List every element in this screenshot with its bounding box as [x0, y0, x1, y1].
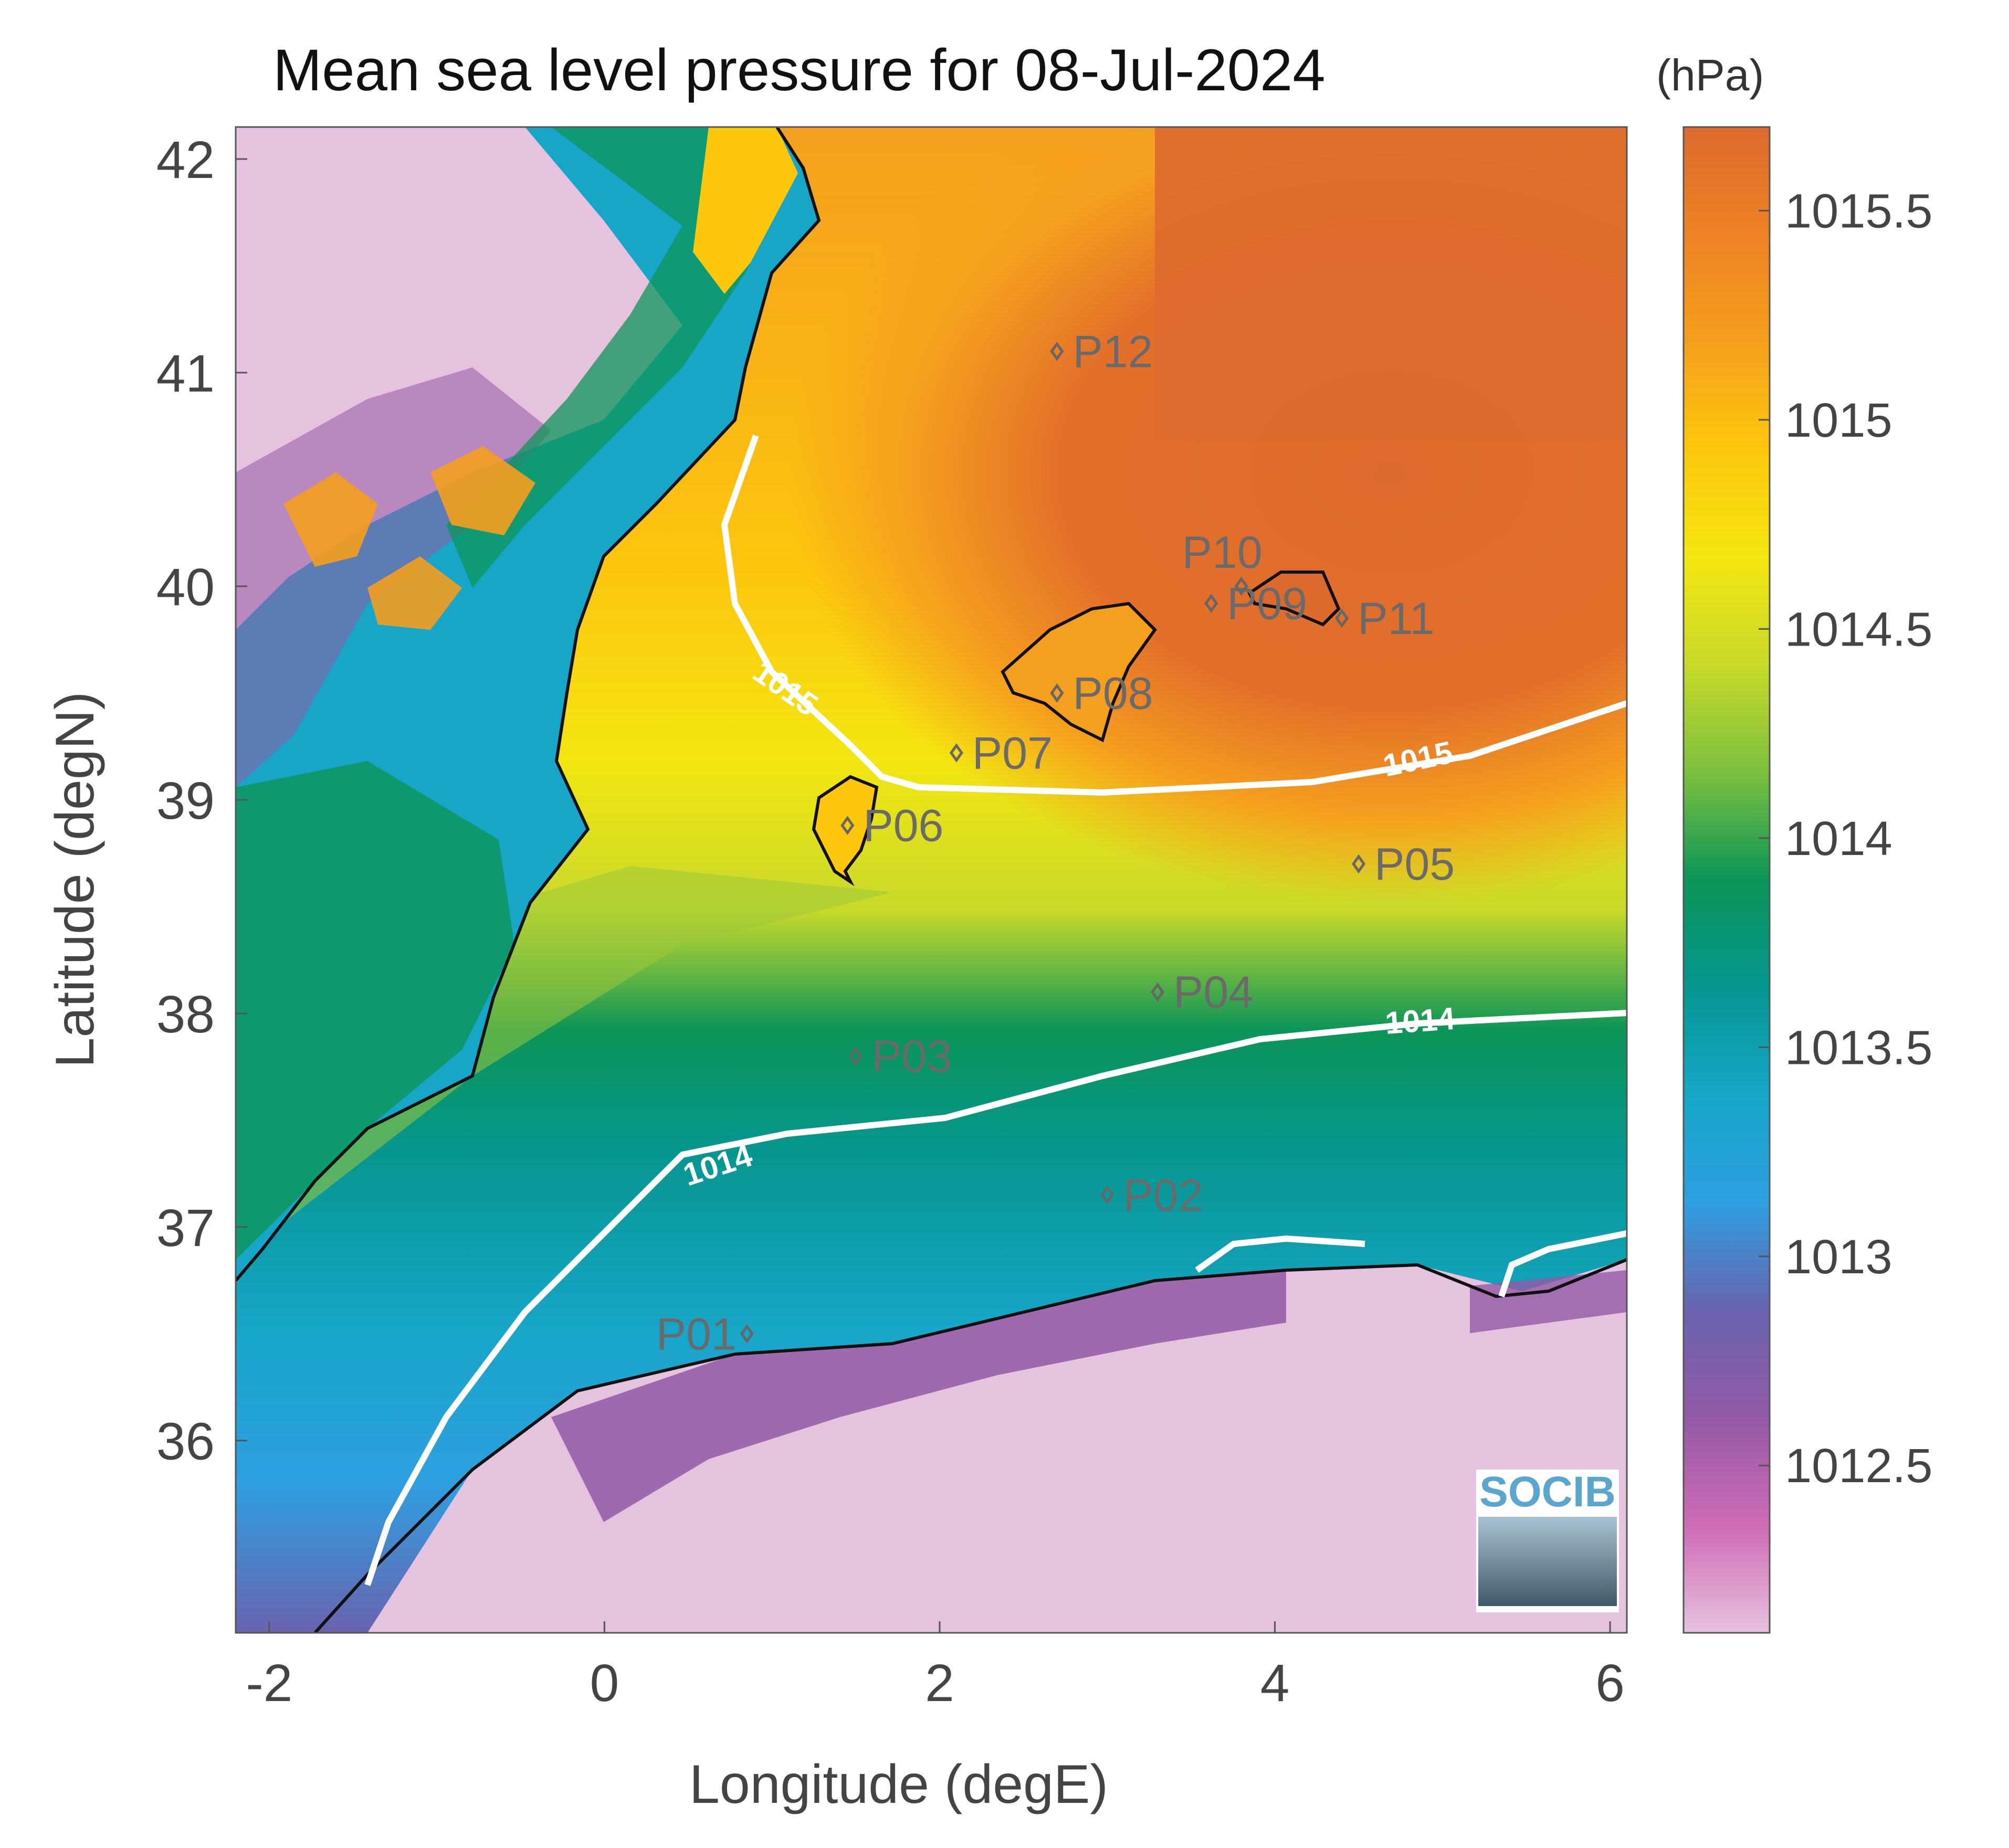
high-pressure-fill: [1155, 127, 1627, 442]
x-axis: -2 0 2 4 6: [246, 1621, 1625, 1713]
y-axis: 36 37 38 39 40 41 42: [156, 131, 247, 1471]
x-tick-label: -2: [246, 1654, 292, 1713]
contour-label-1014-right: 1014: [1384, 1001, 1456, 1041]
y-tick-label: 40: [156, 558, 215, 617]
africa-coastal-band: [551, 1270, 1286, 1522]
iberia-coastline: [236, 127, 821, 1282]
colorbar-ticks: 1012.5 1013 1013.5 1014 1014.5 1015 1015.5: [1759, 184, 1932, 1493]
iberia-southeast: [236, 761, 514, 1260]
y-tick-label: 37: [156, 1199, 215, 1258]
colorbar-tick-label: 1014: [1785, 812, 1892, 865]
pyrenees-area: [693, 127, 798, 294]
station-label: P12: [1072, 326, 1153, 377]
iberia-highs: [283, 446, 535, 630]
colorbar-tick-label: 1015.5: [1785, 184, 1932, 238]
station-label: P11: [1358, 594, 1435, 644]
station-label: P03: [871, 1031, 952, 1082]
socib-logo: SOCIB: [1476, 1468, 1619, 1612]
station-label: P06: [863, 801, 943, 851]
logo-image: [1478, 1517, 1617, 1606]
station-marker: [740, 1324, 754, 1344]
station-label: P02: [1123, 1170, 1203, 1221]
colorbar-tick-label: 1014.5: [1785, 603, 1932, 656]
station-marker: [1050, 341, 1064, 361]
colorbar-unit-label: (hPa): [1656, 50, 1764, 100]
y-tick-label: 39: [156, 772, 215, 830]
x-tick-label: 6: [1595, 1654, 1625, 1713]
colorbar-tick-label: 1012.5: [1785, 1439, 1932, 1493]
africa-east-band: [1470, 1270, 1627, 1333]
station-marker: [1150, 982, 1165, 1002]
station-label: P05: [1374, 839, 1455, 890]
logo-bottom-bar: [1476, 1606, 1619, 1612]
y-tick-label: 42: [156, 131, 215, 189]
contour-1014: [364, 1010, 1627, 1586]
station-label: P10: [1182, 527, 1263, 578]
x-axis-label: Longitude (degE): [689, 1754, 1108, 1815]
contour-1013-east: [1498, 1230, 1627, 1297]
station-marker: [1234, 576, 1248, 596]
logo-text: SOCIB: [1479, 1468, 1616, 1516]
y-axis-label: Latitude (degN): [45, 692, 106, 1068]
colorbar: [1682, 126, 1771, 1634]
y-tick-label: 38: [156, 985, 215, 1044]
y-tick-label: 41: [156, 344, 215, 403]
map-area[interactable]: 1015 1015 1014 1014 P01P02P03P04P05P06P0…: [236, 42, 1995, 1633]
station-marker: [849, 1046, 863, 1066]
station-marker: [949, 743, 963, 763]
station-marker: [1050, 683, 1064, 703]
colorbar-tick-label: 1013.5: [1785, 1021, 1932, 1074]
y-tick-label: 36: [156, 1412, 215, 1471]
menorca-island: [1247, 571, 1341, 627]
map-title: Mean sea level pressure for 08-Jul-2024: [273, 37, 1326, 103]
colorbar-tick-label: 1013: [1785, 1230, 1892, 1284]
station-label: P04: [1173, 967, 1254, 1018]
station-label: P01: [656, 1309, 737, 1359]
station-marker: [1100, 1185, 1114, 1205]
colorbar-tick-label: 1015: [1785, 394, 1892, 447]
station-marker: [1204, 594, 1218, 613]
station-marker: [1352, 854, 1366, 874]
africa-coastline: [313, 1258, 1627, 1633]
station-marker: [1335, 608, 1349, 628]
station-label: P07: [972, 728, 1053, 778]
x-tick-label: 0: [590, 1654, 619, 1713]
mallorca-island: [1001, 601, 1157, 743]
contour-1013-north-africa: [1195, 1235, 1365, 1273]
x-tick-label: 4: [1260, 1654, 1290, 1713]
station-label: P09: [1227, 578, 1307, 629]
station-label: P08: [1072, 668, 1153, 719]
x-tick-label: 2: [925, 1654, 954, 1713]
contour-1015: [721, 435, 1627, 796]
africa-land: [367, 1260, 1627, 1633]
station-marker: [840, 816, 855, 836]
map-frame: [235, 126, 1628, 1634]
